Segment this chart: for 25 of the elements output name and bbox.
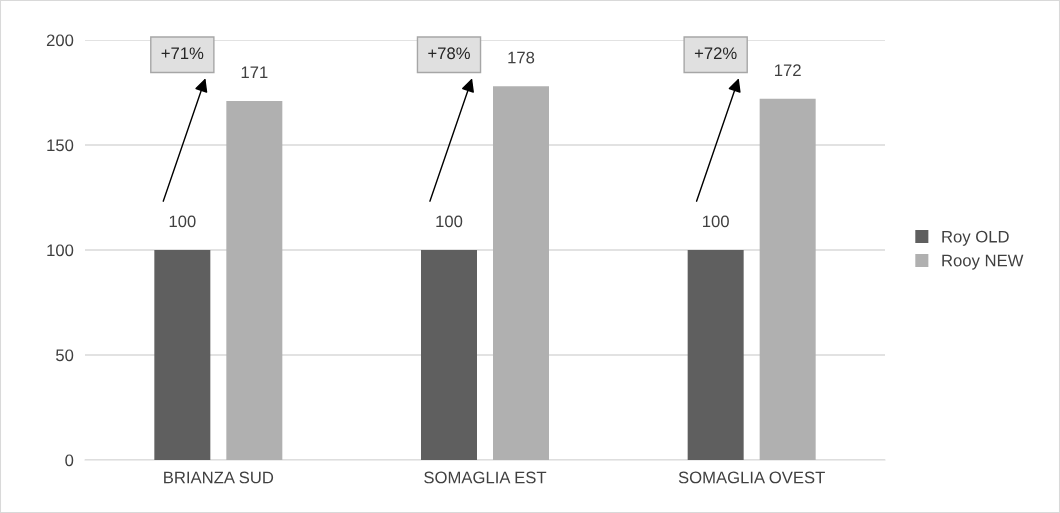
data-label: 100 (436, 215, 463, 228)
legend-label: Roy OLD (942, 230, 1009, 246)
x-tick-label: SOMAGLIA EST (424, 471, 547, 484)
x-tick-label: SOMAGLIA OVEST (678, 471, 825, 484)
y-tick-label: 50 (56, 349, 74, 362)
y-tick-label: 200 (46, 34, 74, 47)
data-label: 171 (241, 66, 268, 78)
data-label: 172 (775, 64, 801, 76)
bar (493, 86, 549, 460)
bar (421, 250, 477, 460)
data-label: 100 (703, 215, 729, 228)
bar (226, 100, 283, 460)
y-tick-label: 0 (65, 454, 74, 467)
y-tick-label: 150 (47, 139, 74, 152)
legend-label: Rooy NEW (942, 254, 1024, 270)
annotation: +72% (694, 47, 737, 60)
data-label: 178 (508, 51, 535, 64)
x-tick-label: BRIANZA SUD (164, 471, 274, 484)
bar (759, 98, 816, 460)
annotation: +71% (161, 47, 204, 60)
bar (154, 250, 211, 460)
bar (687, 250, 744, 460)
annotation: +78% (428, 47, 470, 60)
y-tick-label: 100 (47, 244, 74, 257)
data-label: 100 (169, 215, 196, 228)
